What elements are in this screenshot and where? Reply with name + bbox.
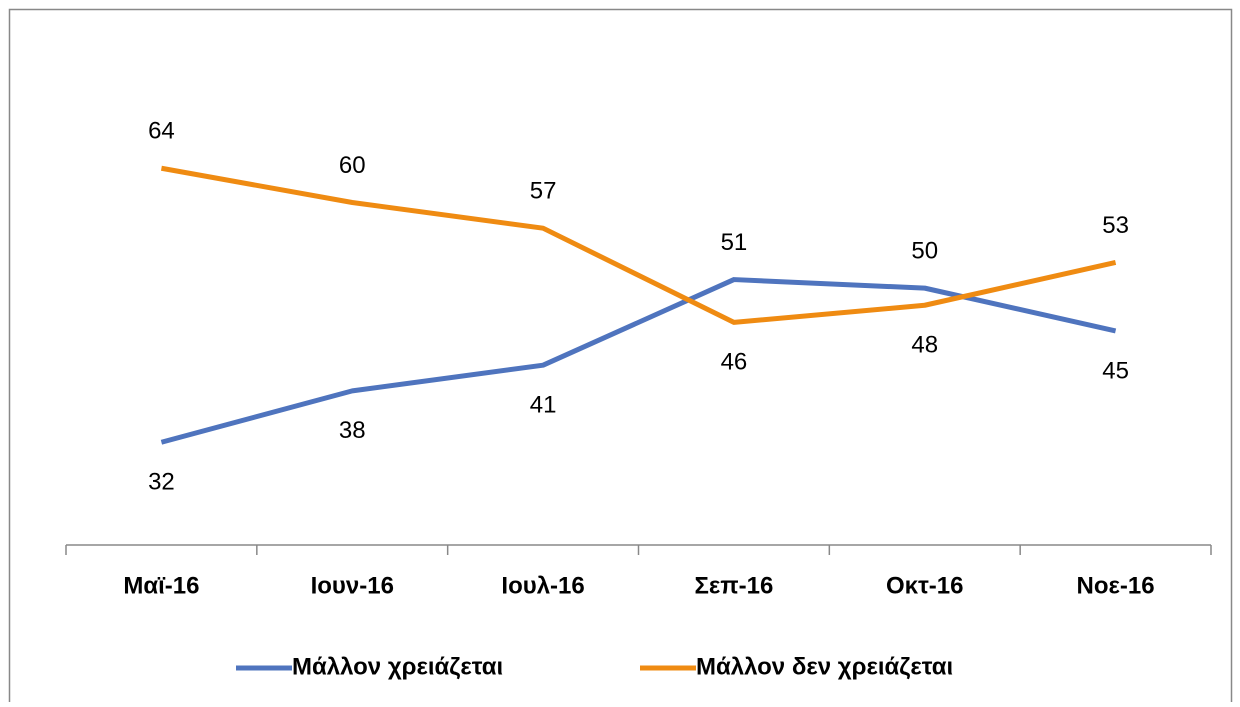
series-line: [160, 277, 1117, 445]
x-tick-label: Ιουλ-16: [501, 572, 584, 599]
chart-frame: [8, 8, 1233, 707]
x-tick-label: Μαϊ-16: [123, 572, 199, 599]
data-label: 38: [339, 417, 366, 444]
data-label: 45: [1102, 357, 1129, 384]
x-tick-label: Σεπ-16: [694, 572, 773, 599]
data-label: 60: [339, 152, 366, 179]
legend-label: Μάλλον χρειάζεται: [292, 653, 503, 680]
data-label: 64: [148, 118, 175, 145]
x-tick-label: Νοε-16: [1077, 572, 1155, 599]
data-label: 32: [148, 469, 175, 496]
data-label: 53: [1102, 212, 1129, 239]
legend-label: Μάλλον δεν χρειάζεται: [696, 653, 953, 680]
data-label: 50: [911, 237, 938, 264]
data-label: 48: [911, 332, 938, 359]
data-label: 51: [721, 229, 748, 256]
x-tick-label: Ιουν-16: [311, 572, 394, 599]
x-tick-label: Οκτ-16: [886, 572, 963, 599]
data-label: 41: [530, 392, 557, 419]
series-line: [160, 165, 1117, 325]
data-label: 46: [721, 349, 748, 376]
data-label: 57: [530, 178, 557, 205]
